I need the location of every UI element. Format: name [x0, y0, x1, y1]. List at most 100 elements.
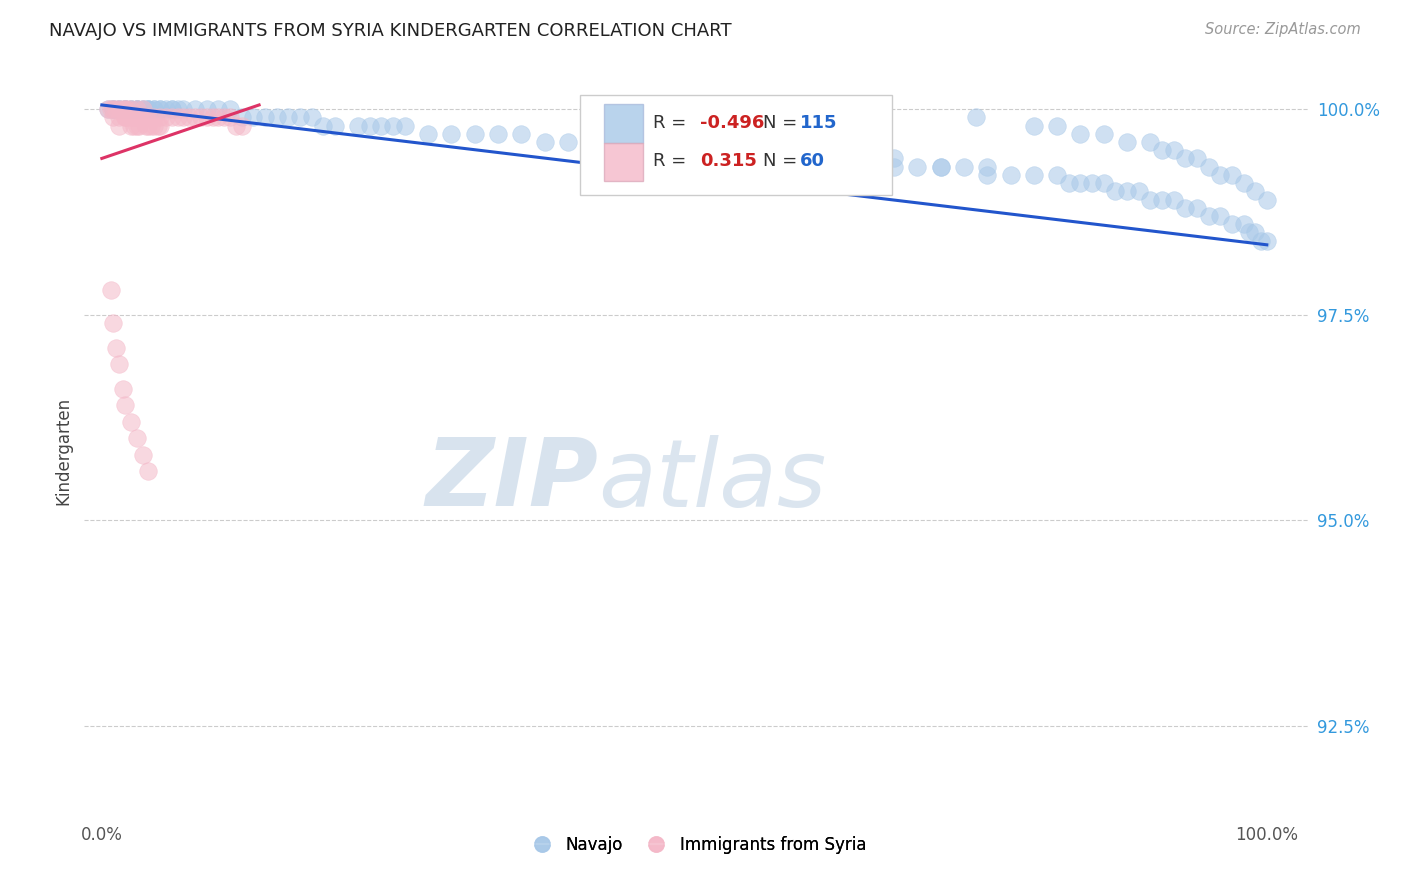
Point [114, 102, 136, 116]
Point [1185, 201, 1208, 215]
Point [510, 127, 533, 141]
Point [1139, 193, 1161, 207]
Point [1232, 217, 1254, 231]
Point [557, 135, 579, 149]
Point [201, 111, 224, 125]
Point [1092, 176, 1115, 190]
Point [1022, 168, 1045, 182]
Point [1139, 135, 1161, 149]
Point [117, 111, 139, 125]
Point [131, 102, 153, 116]
Point [120, 102, 142, 116]
Point [929, 160, 952, 174]
Point [1220, 168, 1243, 182]
Point [277, 111, 299, 125]
Point [117, 102, 139, 116]
Point [125, 119, 148, 133]
Point [813, 152, 835, 166]
Point [1163, 143, 1185, 157]
Point [266, 111, 288, 125]
Point [139, 119, 162, 133]
Point [103, 316, 125, 330]
Text: -0.496: -0.496 [700, 114, 763, 132]
Point [965, 111, 987, 125]
Point [603, 135, 626, 149]
Point [143, 119, 166, 133]
Point [837, 152, 859, 166]
Point [155, 111, 177, 125]
Text: R =: R = [654, 153, 692, 170]
Point [179, 111, 201, 125]
Point [138, 102, 160, 116]
Point [883, 160, 905, 174]
Point [138, 102, 160, 116]
Point [1150, 143, 1173, 157]
Point [859, 160, 882, 174]
Point [929, 160, 952, 174]
Point [1244, 226, 1267, 240]
Point [111, 102, 134, 116]
Point [149, 102, 172, 116]
Point [696, 143, 718, 157]
Point [382, 119, 405, 133]
Point [1256, 234, 1278, 248]
Point [579, 135, 602, 149]
Point [184, 111, 207, 125]
Point [125, 431, 148, 445]
Point [160, 102, 183, 116]
Point [125, 102, 148, 116]
Point [97, 102, 120, 116]
Point [1057, 176, 1080, 190]
Point [111, 382, 134, 396]
Point [1209, 209, 1232, 223]
Point [131, 111, 153, 125]
Point [464, 127, 486, 141]
Text: Source: ZipAtlas.com: Source: ZipAtlas.com [1205, 22, 1361, 37]
Point [627, 143, 650, 157]
Point [108, 102, 131, 116]
Text: N =: N = [763, 114, 803, 132]
Point [673, 160, 696, 174]
Point [120, 119, 142, 133]
Point [1116, 185, 1139, 199]
Point [125, 111, 148, 125]
Point [1150, 193, 1173, 207]
Point [114, 102, 136, 116]
Point [225, 119, 247, 133]
Point [104, 341, 127, 355]
Point [1174, 201, 1197, 215]
Point [1174, 152, 1197, 166]
Point [100, 102, 122, 116]
Point [120, 111, 142, 125]
Point [394, 119, 416, 133]
Point [953, 160, 976, 174]
Point [242, 111, 264, 125]
Point [131, 102, 153, 116]
Point [120, 102, 142, 116]
Point [160, 102, 183, 116]
Point [207, 111, 229, 125]
Point [207, 102, 229, 116]
FancyBboxPatch shape [579, 95, 891, 195]
Point [160, 111, 183, 125]
Point [103, 111, 125, 125]
Point [231, 111, 253, 125]
Point [149, 111, 172, 125]
Point [673, 143, 696, 157]
Point [108, 357, 131, 371]
Point [103, 102, 125, 116]
Point [533, 135, 555, 149]
Point [149, 119, 172, 133]
Point [976, 160, 998, 174]
Point [120, 415, 142, 429]
Point [146, 119, 169, 133]
Point [104, 102, 127, 116]
Point [184, 102, 207, 116]
Point [1239, 226, 1261, 240]
Point [103, 102, 125, 116]
Point [1081, 176, 1104, 190]
Point [138, 119, 160, 133]
Point [128, 111, 150, 125]
Point [1104, 185, 1126, 199]
Point [976, 168, 998, 182]
